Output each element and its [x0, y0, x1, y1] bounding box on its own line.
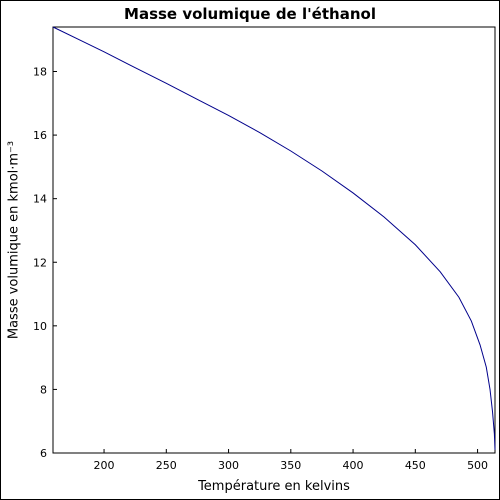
chart-title: Masse volumique de l'éthanol: [124, 5, 376, 23]
y-tick-label: 6: [40, 447, 47, 460]
x-tick-label: 400: [343, 459, 364, 472]
y-tick-label: 14: [33, 193, 47, 206]
series-group: [52, 26, 496, 450]
y-tick-label: 12: [33, 256, 47, 269]
x-tick-label: 450: [405, 459, 426, 472]
y-ticks: 6 8 10 12 14 16 18: [33, 66, 57, 460]
x-tick-label: 500: [467, 459, 488, 472]
y-tick-label: 16: [33, 129, 47, 142]
density-curve: [52, 26, 496, 450]
x-tick-label: 350: [280, 459, 301, 472]
x-tick-label: 250: [156, 459, 177, 472]
y-tick-label: 18: [33, 66, 47, 79]
x-ticks: 200 250 300 350 400 450 500: [94, 449, 488, 472]
x-tick-label: 200: [94, 459, 115, 472]
plot-area: [52, 26, 496, 454]
y-tick-label: 8: [40, 383, 47, 396]
x-tick-label: 300: [218, 459, 239, 472]
x-axis-label: Température en kelvins: [198, 479, 350, 494]
y-tick-label: 10: [33, 320, 47, 333]
